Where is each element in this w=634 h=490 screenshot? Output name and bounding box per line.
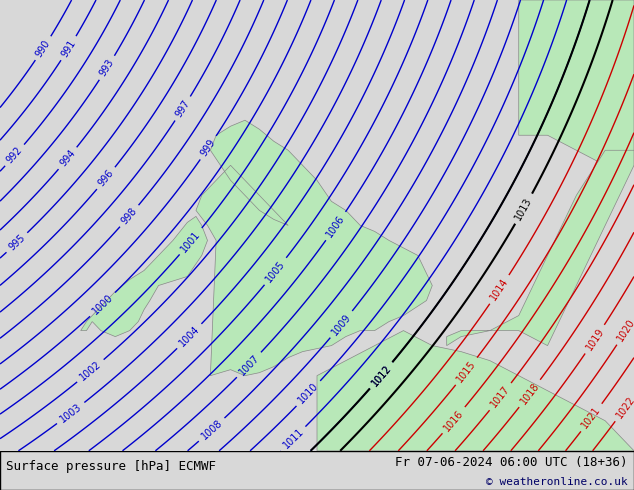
Text: 1006: 1006 bbox=[325, 213, 347, 239]
Polygon shape bbox=[81, 217, 207, 337]
Polygon shape bbox=[196, 120, 432, 376]
Text: 1016: 1016 bbox=[442, 408, 465, 433]
Polygon shape bbox=[519, 0, 634, 165]
Text: 997: 997 bbox=[174, 98, 192, 119]
Text: 1008: 1008 bbox=[199, 418, 224, 441]
Text: 1020: 1020 bbox=[616, 317, 634, 343]
Text: 1002: 1002 bbox=[78, 359, 103, 383]
Text: 1022: 1022 bbox=[614, 394, 634, 420]
Text: 1005: 1005 bbox=[264, 259, 287, 284]
Text: Surface pressure [hPa] ECMWF: Surface pressure [hPa] ECMWF bbox=[6, 460, 216, 473]
Text: 990: 990 bbox=[34, 38, 53, 59]
Text: 1014: 1014 bbox=[489, 276, 510, 302]
Text: 1012: 1012 bbox=[370, 363, 393, 388]
Text: 998: 998 bbox=[120, 206, 139, 226]
Text: 1000: 1000 bbox=[90, 293, 115, 317]
Text: 992: 992 bbox=[5, 145, 25, 166]
Text: 1017: 1017 bbox=[489, 384, 512, 410]
Text: 1015: 1015 bbox=[455, 359, 478, 384]
Text: 994: 994 bbox=[58, 148, 77, 169]
Text: Fr 07-06-2024 06:00 UTC (18+36): Fr 07-06-2024 06:00 UTC (18+36) bbox=[395, 456, 628, 469]
Text: 991: 991 bbox=[60, 38, 78, 59]
Text: 1004: 1004 bbox=[177, 324, 202, 348]
Text: 1007: 1007 bbox=[237, 352, 261, 377]
Text: 1021: 1021 bbox=[580, 405, 603, 431]
Text: 1011: 1011 bbox=[281, 427, 306, 451]
Text: 996: 996 bbox=[96, 168, 116, 189]
Text: 1012: 1012 bbox=[370, 363, 393, 388]
Text: 1013: 1013 bbox=[514, 196, 534, 222]
Text: 1018: 1018 bbox=[519, 381, 541, 406]
Polygon shape bbox=[317, 331, 634, 451]
Text: 1009: 1009 bbox=[330, 312, 353, 337]
Text: 1001: 1001 bbox=[179, 229, 202, 254]
Text: 995: 995 bbox=[7, 233, 27, 252]
Text: 1019: 1019 bbox=[584, 326, 606, 352]
Text: 1003: 1003 bbox=[58, 402, 84, 424]
Text: © weatheronline.co.uk: © weatheronline.co.uk bbox=[486, 477, 628, 487]
Text: 993: 993 bbox=[98, 57, 116, 78]
Polygon shape bbox=[447, 150, 634, 345]
Text: 999: 999 bbox=[199, 137, 217, 158]
Text: 1010: 1010 bbox=[296, 381, 321, 406]
